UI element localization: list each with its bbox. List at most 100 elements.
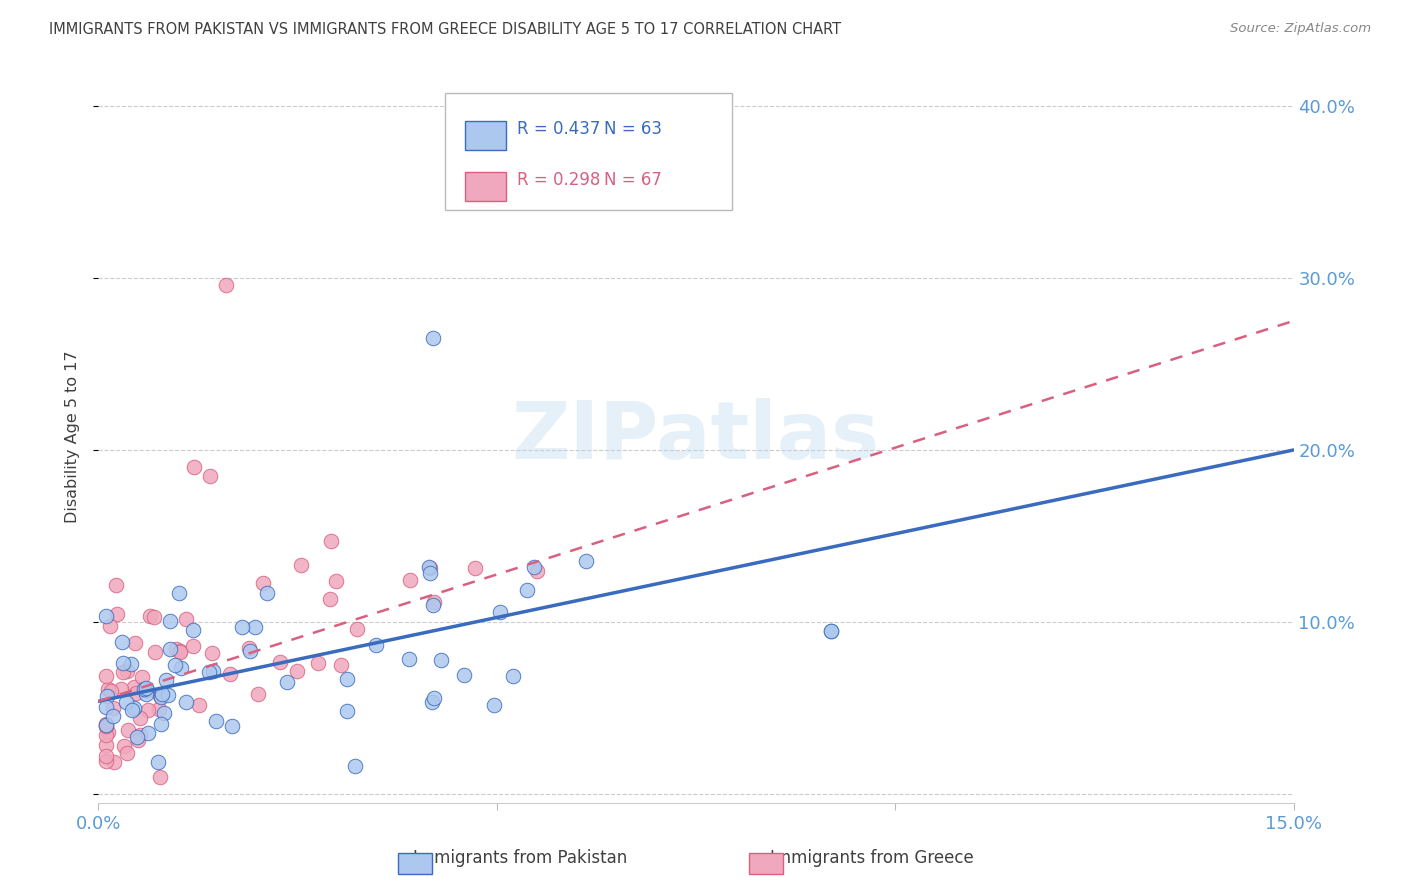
Point xyxy=(103,709,125,723)
Point xyxy=(96,717,118,731)
FancyBboxPatch shape xyxy=(446,94,733,211)
Point xyxy=(269,656,291,670)
Text: R = 0.298: R = 0.298 xyxy=(517,171,600,189)
Point xyxy=(96,754,118,768)
Point xyxy=(423,595,446,609)
Point xyxy=(276,675,298,690)
Point xyxy=(149,716,172,731)
Point xyxy=(135,681,157,696)
Point xyxy=(96,738,118,752)
Text: N = 67: N = 67 xyxy=(605,171,662,189)
Point xyxy=(523,559,546,574)
Point xyxy=(143,645,166,659)
Point xyxy=(159,614,181,628)
Point xyxy=(422,691,444,706)
Point xyxy=(135,687,157,701)
Point xyxy=(215,277,238,292)
Point xyxy=(181,639,204,653)
FancyBboxPatch shape xyxy=(465,172,506,201)
Point xyxy=(336,704,359,718)
Point xyxy=(165,657,187,672)
Point xyxy=(124,636,146,650)
Point xyxy=(96,689,118,703)
Point xyxy=(152,706,174,720)
Y-axis label: Disability Age 5 to 17: Disability Age 5 to 17 xyxy=(65,351,80,524)
Point xyxy=(422,331,444,345)
Point xyxy=(201,646,224,660)
Text: Immigrants from Pakistan: Immigrants from Pakistan xyxy=(413,849,627,867)
Point xyxy=(453,668,475,682)
Text: Immigrants from Greece: Immigrants from Greece xyxy=(770,849,973,867)
Point xyxy=(96,717,118,731)
Point xyxy=(117,664,139,678)
Point xyxy=(96,749,118,764)
Point xyxy=(128,728,150,742)
Point xyxy=(97,725,120,739)
Point xyxy=(183,624,205,638)
Point xyxy=(148,702,170,716)
Point xyxy=(136,726,159,740)
FancyBboxPatch shape xyxy=(465,121,506,150)
Point xyxy=(148,756,170,770)
Point xyxy=(238,640,260,655)
Point xyxy=(575,553,598,567)
Point xyxy=(174,612,197,626)
Point xyxy=(96,728,118,742)
Point xyxy=(98,618,121,632)
Point xyxy=(198,665,221,680)
Point xyxy=(346,622,368,636)
Point xyxy=(482,698,505,712)
Point xyxy=(430,653,453,667)
Point xyxy=(420,695,443,709)
Point xyxy=(205,714,228,729)
Point xyxy=(526,564,548,578)
Point xyxy=(239,644,262,658)
Point xyxy=(169,644,191,658)
Point xyxy=(142,610,165,624)
Point xyxy=(336,672,359,686)
Point xyxy=(122,680,145,694)
Point xyxy=(325,574,347,589)
Point xyxy=(131,670,153,684)
Point xyxy=(96,700,118,714)
Point xyxy=(149,770,172,784)
Point xyxy=(159,642,181,657)
Point xyxy=(129,711,152,725)
Text: IMMIGRANTS FROM PAKISTAN VS IMMIGRANTS FROM GREECE DISABILITY AGE 5 TO 17 CORREL: IMMIGRANTS FROM PAKISTAN VS IMMIGRANTS F… xyxy=(49,22,841,37)
Point xyxy=(150,687,173,701)
Point xyxy=(516,583,538,598)
Point xyxy=(307,656,329,670)
Point xyxy=(198,468,221,483)
Point xyxy=(96,719,118,733)
Point xyxy=(112,739,135,754)
Point xyxy=(183,460,205,475)
Point xyxy=(120,657,142,672)
Point xyxy=(112,657,135,671)
Point xyxy=(502,669,524,683)
Point xyxy=(110,681,132,696)
Point xyxy=(96,609,118,624)
Point xyxy=(329,657,352,672)
Point xyxy=(165,641,187,656)
Point xyxy=(820,624,842,638)
Point xyxy=(247,687,270,701)
Point xyxy=(105,578,128,592)
Point xyxy=(96,719,118,733)
Point xyxy=(176,695,198,709)
Point xyxy=(132,681,155,696)
Text: R = 0.437: R = 0.437 xyxy=(517,120,600,138)
Point xyxy=(285,664,308,678)
Point xyxy=(122,701,145,715)
Point xyxy=(256,586,278,600)
Point xyxy=(488,605,510,619)
Point xyxy=(399,574,422,588)
Point xyxy=(201,664,224,678)
Point xyxy=(169,645,191,659)
Point xyxy=(117,723,139,738)
Point xyxy=(418,560,440,574)
Point xyxy=(134,682,156,697)
Point xyxy=(167,586,190,600)
Point xyxy=(121,703,143,717)
Text: Source: ZipAtlas.com: Source: ZipAtlas.com xyxy=(1230,22,1371,36)
Point xyxy=(318,592,340,607)
